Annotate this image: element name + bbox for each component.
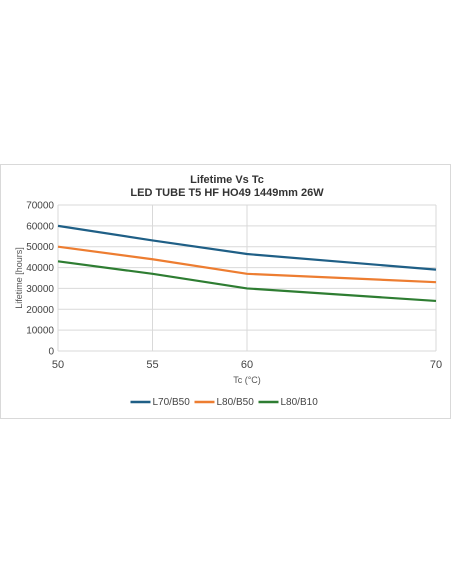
chart-subtitle: LED TUBE T5 HF HO49 1449mm 26W bbox=[130, 187, 324, 199]
grid-layer bbox=[57, 204, 437, 352]
line-chart: Lifetime Vs Tc LED TUBE T5 HF HO49 1449m… bbox=[14, 174, 442, 408]
x-tick-label: 70 bbox=[430, 359, 442, 371]
y-tick-label: 40000 bbox=[26, 263, 54, 274]
legend-label: L80/B50 bbox=[217, 397, 255, 408]
series-layer bbox=[57, 224, 437, 303]
x-tick-labels: 50 55 60 70 bbox=[52, 359, 442, 371]
series-line-l80-b10 bbox=[57, 260, 437, 303]
y-tick-label: 50000 bbox=[26, 242, 54, 253]
legend: L70/B50 L80/B50 L80/B10 bbox=[130, 397, 319, 408]
chart-frame: Lifetime Vs Tc LED TUBE T5 HF HO49 1449m… bbox=[0, 164, 451, 419]
x-tick-label: 50 bbox=[52, 359, 64, 371]
y-tick-label: 30000 bbox=[26, 284, 54, 295]
y-tick-label: 20000 bbox=[26, 305, 54, 316]
series-line-l80-b50 bbox=[57, 245, 437, 284]
chart-title: Lifetime Vs Tc bbox=[190, 174, 264, 186]
y-tick-labels: 0 10000 20000 30000 40000 50000 60000 70000 bbox=[26, 201, 54, 358]
series-line-l70-b50 bbox=[57, 224, 437, 271]
x-tick-label: 55 bbox=[146, 359, 158, 371]
x-tick-label: 60 bbox=[241, 359, 253, 371]
x-axis-label: Tc (°C) bbox=[233, 375, 261, 385]
y-tick-label: 60000 bbox=[26, 221, 54, 232]
y-tick-label: 0 bbox=[48, 347, 54, 358]
legend-label: L80/B10 bbox=[281, 397, 319, 408]
y-axis-label: Lifetime [hours] bbox=[14, 247, 24, 309]
legend-label: L70/B50 bbox=[153, 397, 191, 408]
y-tick-label: 70000 bbox=[26, 201, 54, 212]
y-tick-label: 10000 bbox=[26, 326, 54, 337]
